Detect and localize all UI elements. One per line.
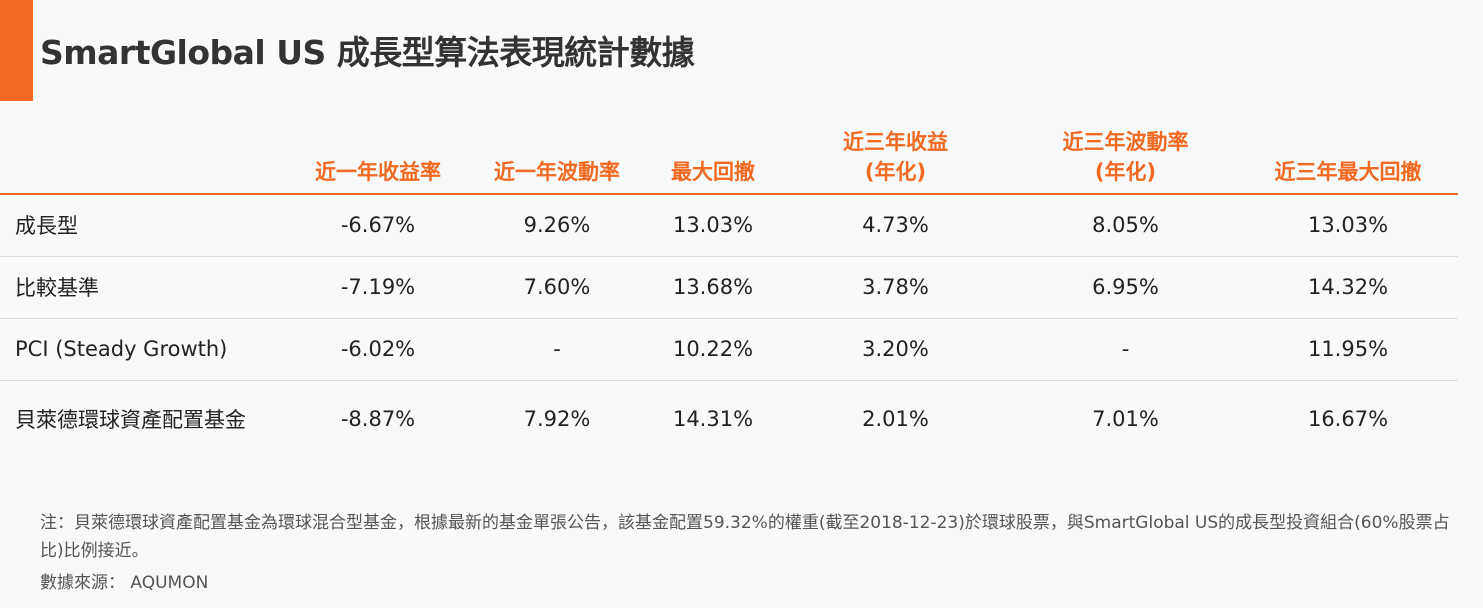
table-cell: 7.92% bbox=[523, 407, 591, 432]
table-row: 貝萊德環球資產配置基金 -8.87% 7.92% 14.31% 2.01% 7.… bbox=[0, 380, 1458, 458]
table-row: 成長型 -6.67% 9.26% 13.03% 4.73% 8.05% 13.0… bbox=[0, 194, 1458, 257]
table-cell: - bbox=[466, 318, 648, 381]
table-cell: -6.67% bbox=[290, 194, 466, 257]
table-cell: 14.32% bbox=[1238, 256, 1458, 319]
table-cell: 16.67% bbox=[1307, 407, 1389, 432]
table-cell: 3.20% bbox=[778, 318, 1013, 381]
header-3y-return: 近三年收益 (年化) bbox=[778, 125, 1013, 195]
table-row: PCI (Steady Growth) -6.02% - 10.22% 3.20… bbox=[0, 318, 1458, 381]
table-cell: - bbox=[1013, 318, 1238, 381]
stats-table: 近一年收益率 近一年波動率 最大回撤 近三年收益 (年化) bbox=[0, 125, 1458, 458]
table-cell: 8.05% bbox=[1013, 194, 1238, 257]
stats-table-container: 近一年收益率 近一年波動率 最大回撤 近三年收益 (年化) bbox=[0, 125, 1458, 458]
footnote: 注：貝萊德環球資產配置基金為環球混合型基金，根據最新的基金單張公告，該基金配置5… bbox=[40, 513, 1450, 561]
table-cell: 4.73% bbox=[778, 194, 1013, 257]
row-label: PCI (Steady Growth) bbox=[0, 318, 290, 381]
header-3y-max-drawdown: 近三年最大回撤 bbox=[1238, 125, 1458, 195]
row-label: 比較基準 bbox=[0, 256, 290, 319]
header-1y-volatility: 近一年波動率 bbox=[466, 125, 648, 195]
data-source: 數據來源： AQUMON bbox=[40, 573, 209, 593]
row-label: 貝萊德環球資產配置基金 bbox=[15, 408, 246, 433]
table-cell: 13.03% bbox=[1238, 194, 1458, 257]
header-empty bbox=[0, 125, 290, 195]
header-3y-volatility: 近三年波動率 (年化) bbox=[1013, 125, 1238, 195]
table-cell: 10.22% bbox=[648, 318, 778, 381]
table-cell: 11.95% bbox=[1238, 318, 1458, 381]
table-cell: 13.03% bbox=[648, 194, 778, 257]
table-cell: 6.95% bbox=[1013, 256, 1238, 319]
table-cell: 9.26% bbox=[466, 194, 648, 257]
table-cell: -7.19% bbox=[290, 256, 466, 319]
table-header-row: 近一年收益率 近一年波動率 最大回撤 近三年收益 (年化) bbox=[0, 125, 1458, 195]
row-label: 成長型 bbox=[0, 194, 290, 257]
title-accent-bar bbox=[0, 0, 33, 101]
table-cell: -8.87% bbox=[340, 407, 416, 432]
table-cell: -6.02% bbox=[290, 318, 466, 381]
table-cell: 2.01% bbox=[862, 407, 929, 432]
header-1y-return: 近一年收益率 bbox=[290, 125, 466, 195]
page-title: SmartGlobal US 成長型算法表現統計數據 bbox=[40, 33, 695, 72]
header-max-drawdown: 最大回撤 bbox=[648, 125, 778, 195]
table-cell: 7.60% bbox=[466, 256, 648, 319]
table-cell: 13.68% bbox=[648, 256, 778, 319]
table-cell: 14.31% bbox=[672, 407, 754, 432]
table-cell: 3.78% bbox=[778, 256, 1013, 319]
table-row: 比較基準 -7.19% 7.60% 13.68% 3.78% 6.95% 14.… bbox=[0, 256, 1458, 319]
table-cell: 7.01% bbox=[1092, 407, 1159, 432]
